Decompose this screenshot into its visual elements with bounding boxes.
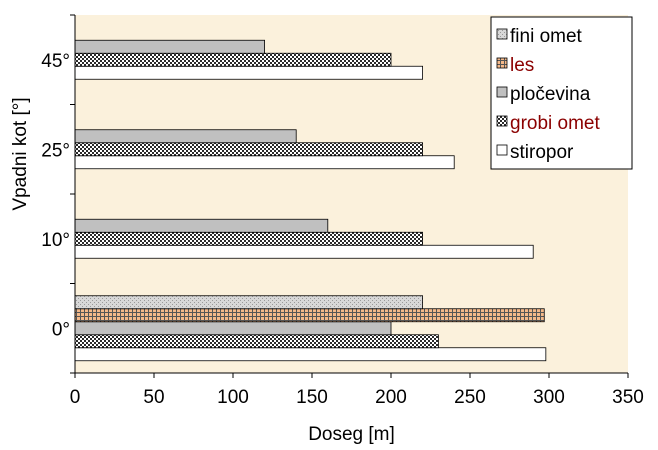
x-tick-label-300: 300 <box>533 387 565 408</box>
bar-stiropor-45deg <box>74 65 424 80</box>
legend-label-fini-omet: fini omet <box>510 26 583 47</box>
bar-plocevina-10deg <box>74 218 329 233</box>
bar-plocevina-45deg <box>74 39 266 54</box>
x-tick-label-100: 100 <box>217 387 249 408</box>
x-tick-label-250: 250 <box>454 387 486 408</box>
y-tick-label-10deg: 10° <box>41 230 70 251</box>
x-tick-label-50: 50 <box>143 387 164 408</box>
legend-swatch-plocevina <box>496 86 508 98</box>
bar-les-0deg <box>74 308 545 323</box>
x-tick-label-350: 350 <box>612 387 644 408</box>
legend-swatch-stiropor <box>496 144 508 156</box>
bar-plocevina-0deg <box>74 321 392 336</box>
bar-plocevina-25deg <box>74 129 297 144</box>
bar-stiropor-25deg <box>74 155 455 170</box>
bar-grobi-omet-25deg <box>74 142 424 157</box>
legend-label-les: les <box>510 55 534 76</box>
x-tick-label-150: 150 <box>296 387 328 408</box>
bar-stiropor-10deg <box>74 244 534 259</box>
bar-grobi-omet-45deg <box>74 52 392 67</box>
legend-label-plocevina: pločevina <box>510 84 591 105</box>
y-tick-label-25deg: 25° <box>41 140 70 161</box>
legend: fini omet les pločevina grobi omet stiropor <box>490 16 633 170</box>
legend-label-grobi-omet: grobi omet <box>510 113 600 134</box>
y-tick-label-0deg: 0° <box>52 319 70 340</box>
y-tick-label-45deg: 45° <box>41 51 70 72</box>
x-tick-label-200: 200 <box>375 387 407 408</box>
bar-grobi-omet-10deg <box>74 231 424 246</box>
bar-fini-omet-0deg <box>74 295 424 310</box>
x-tick-label-0: 0 <box>70 387 81 408</box>
legend-swatch-fini-omet <box>496 28 508 40</box>
x-axis-label: Doseg [m] <box>308 424 395 445</box>
bar-grobi-omet-0deg <box>74 334 439 349</box>
legend-label-stiropor: stiropor <box>510 142 574 163</box>
legend-swatch-grobi-omet <box>496 115 508 127</box>
bar-stiropor-0deg <box>74 347 547 362</box>
y-axis-label: Vpadni kot [°] <box>10 97 31 210</box>
legend-swatch-les <box>496 57 508 69</box>
legend-box <box>490 16 633 170</box>
